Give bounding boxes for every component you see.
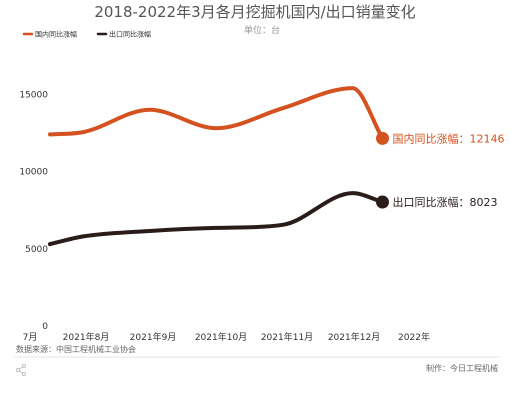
series-end-label: 国内同比涨幅：12146: [393, 131, 505, 145]
series-line: [48, 191, 385, 247]
series-end-point[interactable]: [376, 131, 389, 145]
series-end-point[interactable]: [376, 195, 389, 209]
x-axis-ticks: 7月 2021年8月 2021年9月 2021年10月 2021年11月 2021年12月…: [23, 331, 430, 343]
y-axis-ticks: 0 5000 10000 15000: [19, 90, 48, 332]
data-source: 数据来源：中国工程机械工业协会: [16, 344, 136, 354]
y-tick-label: 15000: [19, 90, 48, 100]
footer-credit: 制作：今日工程机械: [426, 363, 498, 373]
series-end-label: 出口同比涨幅：8023: [393, 195, 498, 209]
y-tick-label: 5000: [25, 245, 48, 255]
x-tick-label: 7月: [23, 332, 38, 343]
y-tick-label: 0: [42, 322, 48, 332]
x-tick-label: 2021年9月: [130, 331, 177, 343]
y-tick-label: 10000: [19, 168, 48, 178]
x-tick-label: 2021年10月: [195, 331, 247, 343]
x-tick-label: 2022年: [398, 331, 430, 343]
share-icon[interactable]: [15, 363, 27, 377]
chart-title: 2018-2022年3月各月挖掘机国内/出口销量变化: [94, 3, 415, 21]
x-tick-label: 2021年12月: [328, 331, 380, 343]
legend: 国内同比涨幅 出口同比涨幅: [22, 30, 151, 39]
x-tick-label: 2021年11月: [261, 331, 313, 343]
series-group: 国内同比涨幅：12146 出口同比涨幅：8023: [48, 86, 505, 247]
legend-label[interactable]: 出口同比涨幅: [109, 30, 151, 39]
legend-label[interactable]: 国内同比涨幅: [35, 30, 77, 39]
x-tick-label: 2021年8月: [63, 331, 110, 343]
series-line: [48, 86, 385, 141]
chart-subtitle: 单位：台: [244, 24, 280, 36]
